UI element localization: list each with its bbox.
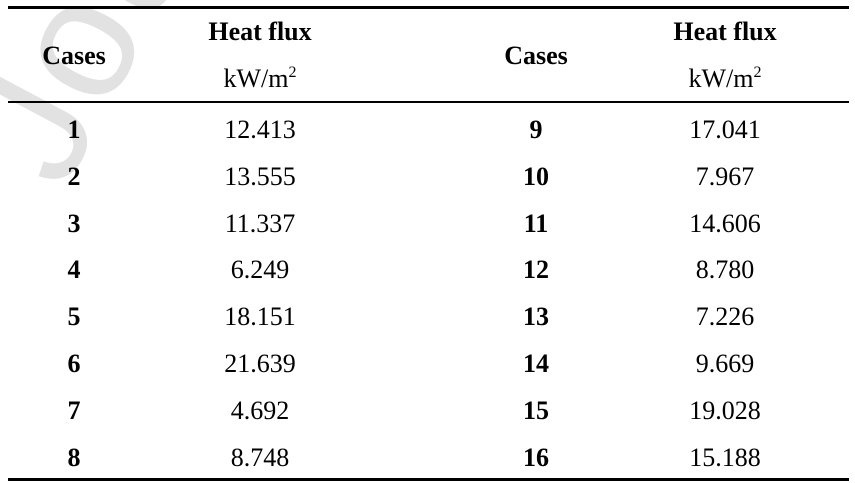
case-number-left: 8 bbox=[67, 443, 81, 472]
case-number-left: 7 bbox=[67, 396, 81, 425]
heat-flux-value-right: 8.780 bbox=[695, 255, 755, 284]
case-number-right: 15 bbox=[523, 396, 549, 425]
header-unit-right: kW/m2 bbox=[655, 64, 795, 94]
case-number-left: 2 bbox=[67, 162, 81, 191]
case-number-right: 10 bbox=[523, 162, 549, 191]
header-unit-right-base: kW/m bbox=[688, 64, 754, 93]
case-number-right: 13 bbox=[523, 302, 549, 331]
heat-flux-value-left: 4.692 bbox=[230, 396, 290, 425]
header-cases-left: Cases bbox=[42, 41, 106, 70]
case-number-right: 9 bbox=[529, 115, 543, 144]
heat-flux-value-right: 7.226 bbox=[695, 302, 755, 331]
case-number-right: 11 bbox=[523, 209, 549, 238]
table-bottom-rule bbox=[8, 478, 849, 481]
heat-flux-value-left: 12.413 bbox=[224, 115, 296, 144]
heat-flux-value-left: 6.249 bbox=[230, 255, 290, 284]
case-number-left: 3 bbox=[67, 209, 81, 238]
heat-flux-value-right: 15.188 bbox=[689, 443, 761, 472]
table-top-rule bbox=[8, 6, 849, 9]
heat-flux-value-right: 9.669 bbox=[695, 349, 755, 378]
case-number-left: 4 bbox=[67, 255, 81, 284]
heat-flux-value-left: 11.337 bbox=[224, 209, 296, 238]
heat-flux-value-right: 19.028 bbox=[689, 396, 761, 425]
case-number-right: 14 bbox=[523, 349, 549, 378]
header-heat-flux-left: Heat flux bbox=[208, 17, 312, 46]
case-number-right: 16 bbox=[523, 443, 549, 472]
heat-flux-value-left: 21.639 bbox=[224, 349, 296, 378]
case-number-left: 1 bbox=[67, 115, 81, 144]
heat-flux-value-left: 13.555 bbox=[224, 162, 296, 191]
header-unit-left: kW/m2 bbox=[190, 64, 330, 94]
header-cases-right: Cases bbox=[504, 41, 568, 70]
case-number-left: 5 bbox=[67, 302, 81, 331]
heat-flux-value-right: 17.041 bbox=[689, 115, 761, 144]
heat-flux-value-right: 7.967 bbox=[695, 162, 755, 191]
header-unit-left-base: kW/m bbox=[223, 64, 289, 93]
header-unit-left-exponent: 2 bbox=[288, 64, 297, 81]
heat-flux-value-left: 8.748 bbox=[230, 443, 290, 472]
case-number-left: 6 bbox=[67, 349, 81, 378]
heat-flux-value-left: 18.151 bbox=[224, 302, 296, 331]
heat-flux-value-right: 14.606 bbox=[689, 209, 761, 238]
header-bottom-rule bbox=[8, 101, 849, 103]
header-unit-right-exponent: 2 bbox=[753, 64, 762, 81]
case-number-right: 12 bbox=[523, 255, 549, 284]
header-heat-flux-right: Heat flux bbox=[673, 17, 777, 46]
